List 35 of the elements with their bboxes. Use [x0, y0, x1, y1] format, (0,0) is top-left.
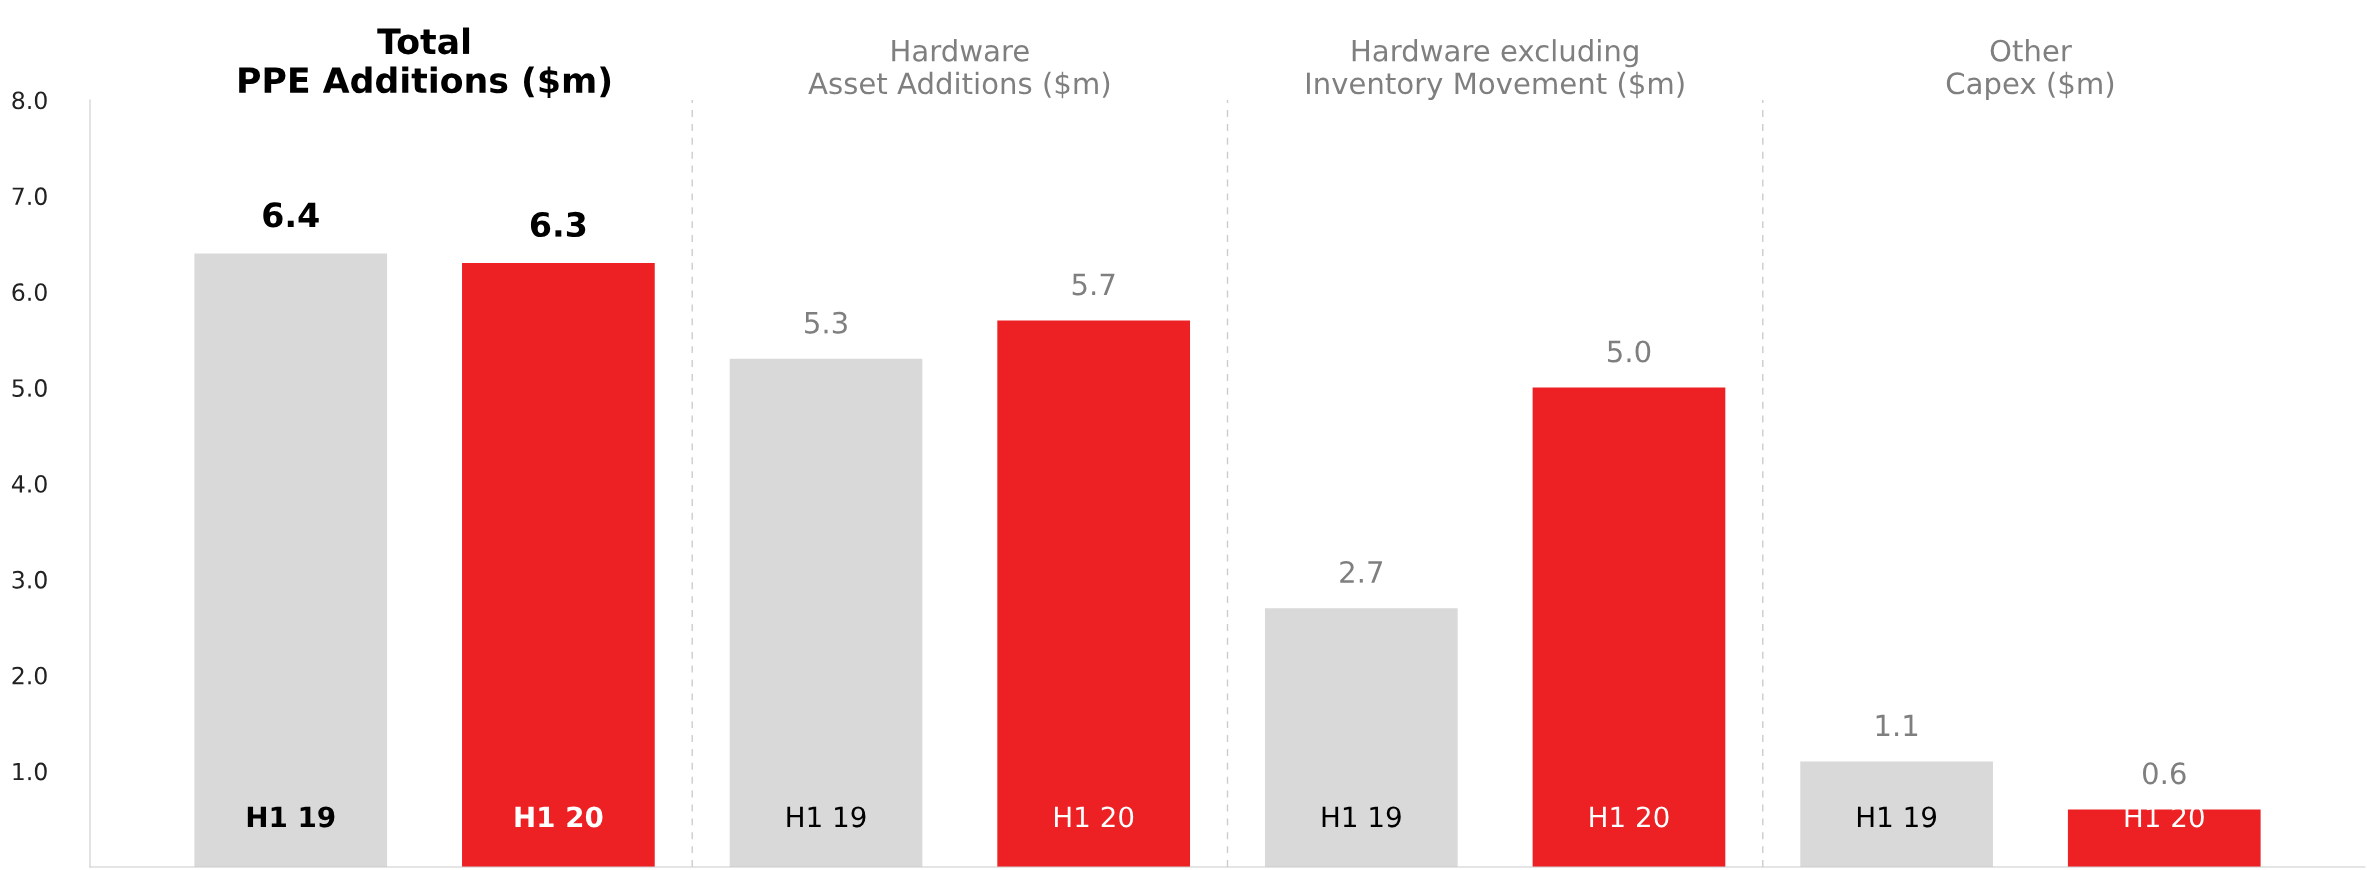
bar	[462, 262, 655, 867]
text: Hardware Asset Additions ($m)	[808, 39, 1110, 99]
bar	[1532, 387, 1726, 867]
y-tick-label: 3.0	[12, 570, 47, 589]
data-label: 6.4	[263, 202, 319, 228]
bar	[729, 358, 923, 867]
y-tick-label: 8.0	[12, 91, 47, 110]
y-tick-label: 5.0	[12, 379, 47, 397]
x-tick-label: H1 19	[1857, 806, 1937, 828]
annotation: Hardware excluding Inventory Movement ($m)	[1306, 39, 1684, 100]
bar	[1264, 608, 1458, 867]
bar	[997, 320, 1191, 867]
bar	[1800, 761, 1993, 867]
annotation: Other Capex ($m)	[1946, 39, 2114, 100]
data-label: 6.3	[530, 211, 586, 238]
y-tick-label: 6.0	[12, 283, 47, 302]
y-tick-label: 4.0	[11, 474, 47, 493]
x-tick-label: H1 19	[787, 806, 866, 828]
y-tick-label: 1.0	[13, 762, 47, 781]
x-tick-label: H1 20	[1055, 806, 1134, 828]
data-label: 0.6	[2143, 762, 2186, 785]
x-tick-label: H1 19	[247, 806, 335, 828]
y-tick-label: 7.0	[12, 187, 47, 206]
data-label: 5.7	[1072, 273, 1115, 296]
bar	[194, 253, 388, 867]
data-label: 2.7	[1340, 560, 1383, 583]
x-tick-label: H1 20	[1590, 806, 1669, 828]
x-tick-label: H1 19	[1322, 806, 1401, 828]
data-label: 5.0	[1608, 340, 1651, 363]
data-label: 1.1	[1876, 714, 1918, 737]
data-label: 5.3	[805, 311, 847, 334]
x-tick-label: H1 20	[515, 806, 603, 828]
y-tick-label: 2.0	[12, 666, 47, 685]
bar	[2067, 809, 2261, 867]
text: Total PPE Additions ($m)	[239, 27, 611, 98]
